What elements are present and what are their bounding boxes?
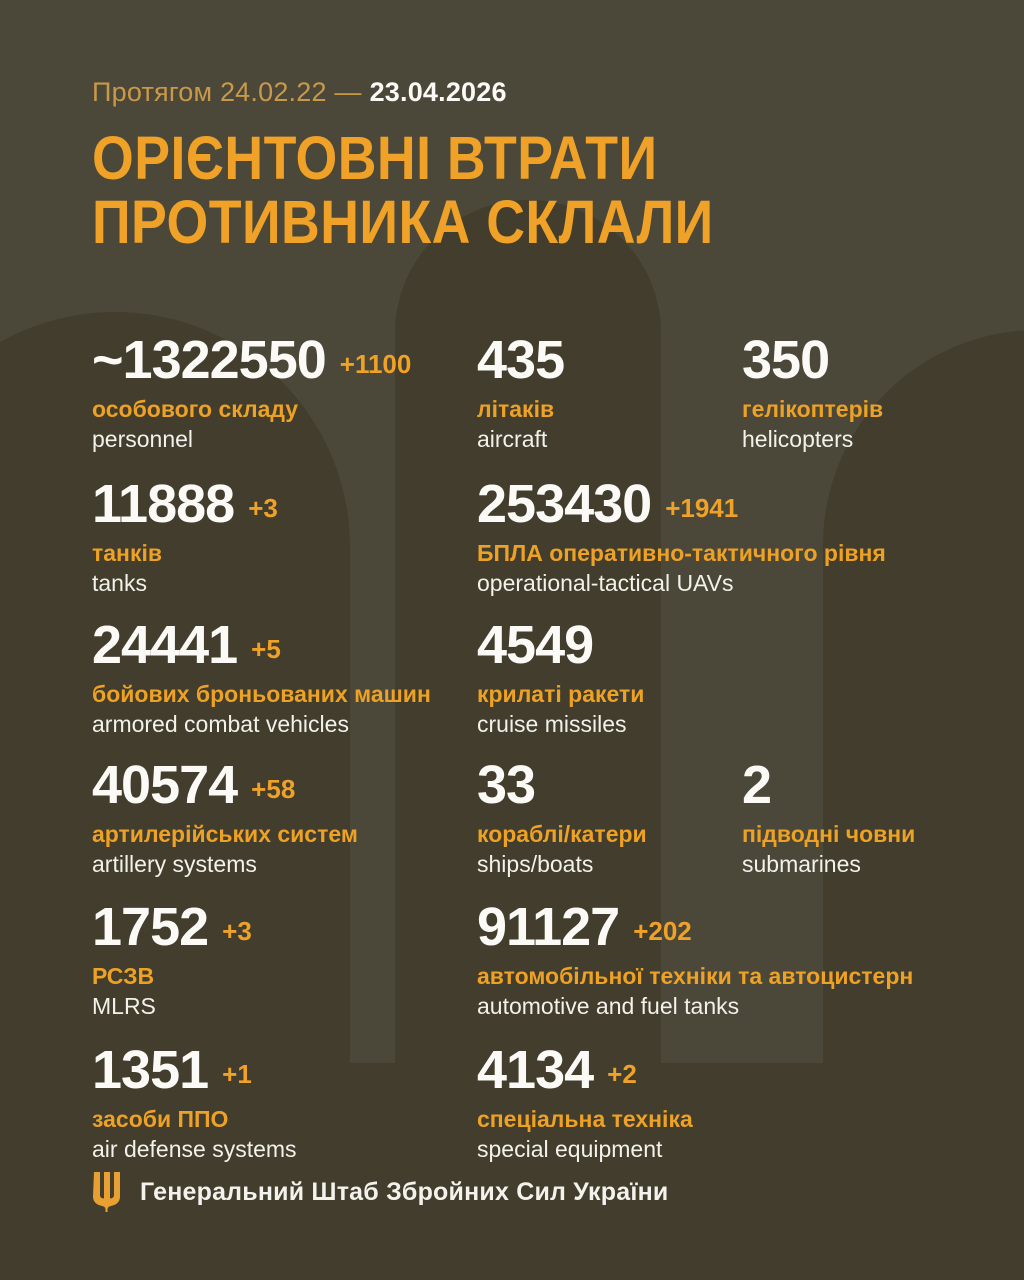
stat-increment: +58 xyxy=(251,774,296,804)
source-org-label: Генеральний Штаб Збройних Сил України xyxy=(140,1177,669,1206)
stat-label-ua: крилаті ракети xyxy=(477,681,645,707)
stat-value: 24441 xyxy=(92,615,238,675)
stat-value: 435 xyxy=(477,330,565,390)
stat-value: 91127 xyxy=(477,897,620,957)
stat-value: 1752 xyxy=(92,897,209,957)
stat-increment: +3 xyxy=(222,916,252,946)
stat-increment: +3 xyxy=(248,493,278,523)
stat-ships: 33 кораблі/катери ships/boats xyxy=(477,758,647,878)
stat-label-ua: РСЗВ xyxy=(92,963,155,989)
stat-label-ua: кораблі/катери xyxy=(477,821,647,847)
stat-value: 4549 xyxy=(477,615,594,675)
stat-label-ua: підводні човни xyxy=(742,821,916,847)
title-line-1: ОРІЄНТОВНІ ВТРАТИ xyxy=(92,124,658,192)
stat-label-ua: БПЛА оперативно-тактичного рівня xyxy=(477,540,886,566)
footer: Генеральний Штаб Збройних Сил України xyxy=(92,1172,668,1212)
period-prefix: Протягом 24.02.22 — xyxy=(92,77,362,107)
stat-value: 40574 xyxy=(92,755,238,815)
stat-special-equipment: 4134 +2 спеціальна техніка special equipm… xyxy=(477,1043,693,1163)
stat-increment: +1100 xyxy=(339,349,412,379)
stat-label-en: operational-tactical UAVs xyxy=(477,570,734,596)
stat-label-ua: літаків xyxy=(477,396,555,422)
stat-value: 1351 xyxy=(92,1040,209,1100)
stat-label-ua: особового складу xyxy=(92,396,299,422)
stat-personnel: ~1322550 +1100 особового складу personnel xyxy=(92,333,411,453)
stat-label-en: artillery systems xyxy=(92,851,257,877)
trident-watermark-center-prong xyxy=(395,200,661,1063)
stat-label-ua: автомобільної техніки та автоцистерн xyxy=(477,963,914,989)
stat-value: 33 xyxy=(477,755,536,815)
stat-value: 253430 xyxy=(477,474,652,534)
stat-label-en: personnel xyxy=(92,426,194,452)
stat-increment: +1 xyxy=(222,1059,252,1089)
stat-helicopters: 350 гелікоптерів helicopters xyxy=(742,333,883,453)
stat-label-en: ships/boats xyxy=(477,851,594,877)
stat-value: 4134 xyxy=(477,1040,594,1100)
stat-label-ua: танків xyxy=(92,540,162,566)
stat-armored-vehicles: 24441 +5 бойових броньованих машин armore… xyxy=(92,618,431,738)
stat-label-ua: бойових броньованих машин xyxy=(92,681,431,707)
stat-label-en: submarines xyxy=(742,851,861,877)
stat-label-ua: засоби ППО xyxy=(92,1106,229,1132)
stat-label-en: MLRS xyxy=(92,993,156,1019)
stat-label-en: special equipment xyxy=(477,1136,663,1162)
trident-watermark-base xyxy=(0,1063,1024,1280)
stat-label-ua: спеціальна техніка xyxy=(477,1106,693,1132)
stat-artillery: 40574 +58 артилерійських систем artillery… xyxy=(92,758,358,878)
stat-label-ua: гелікоптерів xyxy=(742,396,884,422)
stat-label-en: armored combat vehicles xyxy=(92,711,349,737)
title-line-2: ПРОТИВНИКА СКЛАЛИ xyxy=(92,188,714,256)
stat-label-en: aircraft xyxy=(477,426,548,452)
stat-increment: +1941 xyxy=(665,493,739,523)
report-date: 23.04.2026 xyxy=(369,77,507,107)
report-period: Протягом 24.02.22 —23.04.2026 xyxy=(92,76,507,108)
stat-value: 2 xyxy=(742,755,772,815)
stat-submarines: 2 підводні човни submarines xyxy=(742,758,915,878)
stat-label-ua: артилерійських систем xyxy=(92,821,358,847)
stat-automotive: 91127 +202 автомобільної техніки та автоц… xyxy=(477,900,913,1020)
stat-aircraft: 435 літаків aircraft xyxy=(477,330,565,453)
stat-value: 11888 xyxy=(92,474,235,534)
stat-label-en: automotive and fuel tanks xyxy=(477,993,740,1019)
stat-increment: +2 xyxy=(607,1059,637,1089)
stat-label-en: cruise missiles xyxy=(477,711,627,737)
stat-label-en: air defense systems xyxy=(92,1136,297,1162)
stat-air-defense: 1351 +1 засоби ППО air defense systems xyxy=(92,1043,297,1163)
stat-tanks: 11888 +3 танків tanks xyxy=(92,477,278,597)
stat-mlrs: 1752 +3 РСЗВ MLRS xyxy=(92,900,252,1020)
trident-icon xyxy=(92,1172,122,1212)
stat-uavs: 253430 +1941 БПЛА оперативно-тактичного р… xyxy=(477,477,886,597)
stat-value: ~1322550 xyxy=(92,330,327,390)
stat-increment: +5 xyxy=(251,634,281,664)
trident-watermark-right-prong xyxy=(823,330,1024,1063)
stat-value: 350 xyxy=(742,330,830,390)
stat-cruise-missiles: 4549 крилаті ракети cruise missiles xyxy=(477,618,644,738)
page-title: ОРІЄНТОВНІ ВТРАТИ ПРОТИВНИКА СКЛАЛИ xyxy=(92,126,714,254)
stat-label-en: tanks xyxy=(92,570,147,596)
stat-increment: +202 xyxy=(633,916,692,946)
trident-watermark-left-prong xyxy=(0,312,350,1063)
stat-label-en: helicopters xyxy=(742,426,854,452)
